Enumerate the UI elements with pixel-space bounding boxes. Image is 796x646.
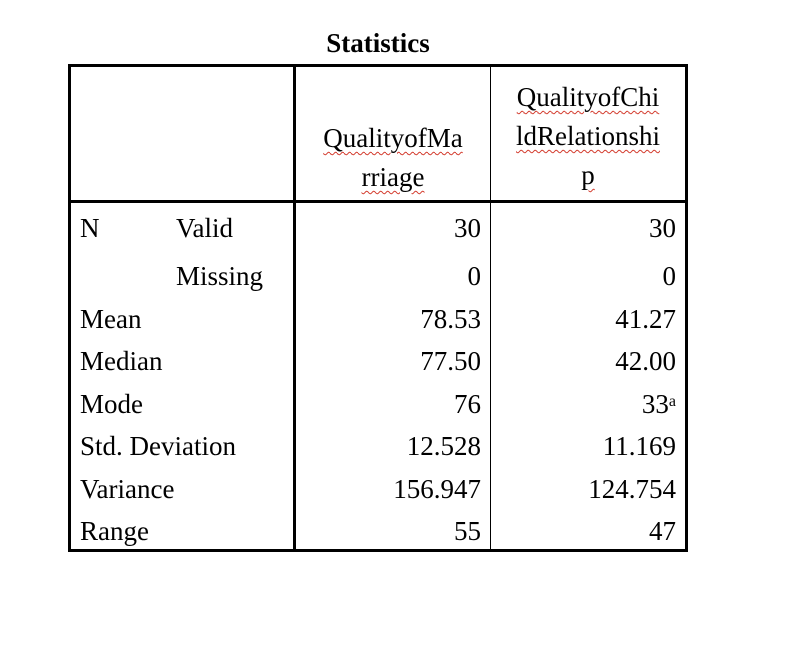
table-cell: 42.00 (615, 346, 676, 376)
table-cell: 12.528 (406, 431, 481, 461)
row-label: Mode (80, 389, 143, 419)
table-cell: 77.50 (420, 346, 481, 376)
row-label: Mean (80, 304, 142, 334)
table-cell: 11.169 (602, 431, 676, 461)
column-header-quality-of-child-relationship: QualityofChi ldRelationshi p (516, 82, 660, 190)
row-label: Valid (176, 213, 233, 243)
row-label: Variance (80, 474, 175, 504)
table-cell: 30 (649, 213, 676, 243)
column-divider (490, 67, 491, 549)
table-cell: 76 (454, 389, 481, 419)
table-cell: 124.754 (588, 474, 676, 504)
table-cell: 78.53 (420, 304, 481, 334)
row-label: Std. Deviation (80, 431, 236, 461)
table-cell: 156.947 (393, 474, 481, 504)
footnote-marker: a (668, 393, 676, 410)
statistics-table: QualityofMa rriage QualityofChi ldRelati… (68, 64, 688, 552)
table-cell: 33a (641, 389, 676, 419)
column-divider (293, 67, 296, 549)
row-label: Median (80, 346, 163, 376)
table-cell: 55 (454, 516, 481, 546)
header-divider (71, 200, 685, 203)
table-cell: 0 (662, 261, 677, 291)
table-cell: 47 (649, 516, 676, 546)
table-cell: 41.27 (615, 304, 676, 334)
column-header-quality-of-marriage: QualityofMa rriage (323, 123, 463, 192)
row-group-label: N (80, 213, 100, 243)
table-title: Statistics (326, 28, 430, 58)
row-label: Missing (176, 261, 264, 291)
row-label: Range (80, 516, 149, 546)
table-cell: 0 (467, 261, 482, 291)
table-cell: 30 (454, 213, 481, 243)
